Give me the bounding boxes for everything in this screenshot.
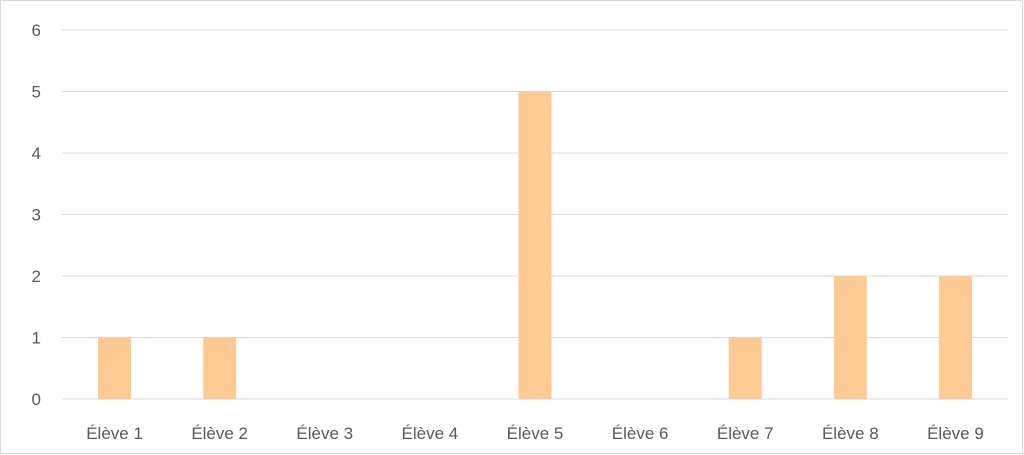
x-tick-label: Élève 1 [86,424,143,443]
y-tick-label: 2 [32,267,41,286]
y-tick-label: 6 [32,21,41,40]
x-tick-label: Élève 7 [717,424,774,443]
x-tick-label: Élève 5 [507,424,564,443]
x-tick-label: Élève 3 [296,424,353,443]
y-tick-label: 3 [32,206,41,225]
x-axis-ticks: Élève 1 Élève 2 Élève 3 Élève 4 Élève 5 Élève… [86,424,984,443]
x-tick-label: Élève 2 [191,424,248,443]
y-axis-ticks: 0 1 2 3 4 5 6 [32,21,41,409]
x-tick-label: Élève 9 [927,424,984,443]
bar [938,276,972,399]
bar [98,337,132,399]
y-tick-label: 4 [32,144,41,163]
x-tick-label: Élève 4 [402,424,459,443]
bars [98,91,972,399]
bar [728,337,762,399]
y-tick-label: 5 [32,83,41,102]
bar [833,276,867,399]
x-tick-label: Élève 8 [822,424,879,443]
bar [203,337,237,399]
bar [518,91,552,399]
y-tick-label: 0 [32,390,41,409]
x-tick-label: Élève 6 [612,424,669,443]
y-tick-label: 1 [32,329,41,348]
